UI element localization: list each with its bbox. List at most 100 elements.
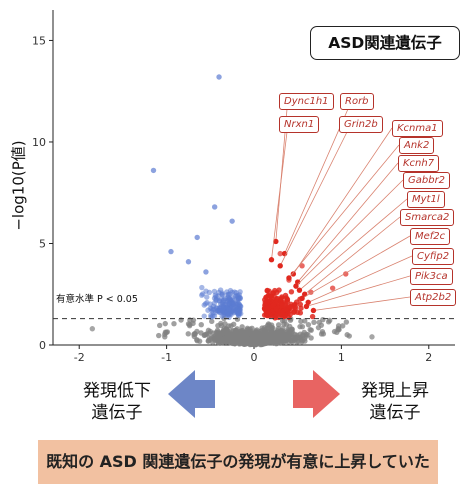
data-point (194, 234, 200, 241)
data-point (277, 250, 283, 257)
data-point (289, 326, 295, 332)
gene-point (286, 275, 292, 281)
up-label-line2: 遺伝子 (369, 403, 421, 423)
gene-label-ank2: Ank2 (399, 137, 435, 154)
data-point (211, 204, 218, 210)
data-point (191, 333, 198, 340)
data-point (215, 322, 221, 329)
y-tick-label: 5 (39, 237, 46, 250)
data-point (185, 259, 192, 265)
data-point (207, 328, 214, 335)
data-point (274, 289, 280, 295)
data-point (150, 167, 157, 174)
data-point (320, 331, 327, 337)
gene-connector (288, 144, 400, 279)
x-tick-label: -2 (74, 351, 85, 364)
gene-connector (299, 198, 408, 291)
gene-label-pik3ca: Pik3ca (410, 268, 453, 285)
data-point (283, 322, 290, 328)
data-point (203, 269, 209, 275)
data-point (255, 333, 261, 340)
data-point (325, 319, 332, 325)
right-arrow-icon (293, 370, 340, 418)
data-point (287, 330, 293, 337)
data-point (249, 334, 256, 340)
data-point (278, 329, 285, 336)
data-point (292, 331, 298, 338)
gene-point (296, 287, 303, 293)
data-point (291, 309, 297, 316)
y-tick-label: 10 (32, 136, 46, 149)
data-point (198, 322, 204, 328)
data-point (329, 285, 336, 291)
gene-point (293, 283, 299, 289)
data-point (231, 331, 237, 337)
data-point (227, 337, 234, 344)
x-tick-label: 2 (425, 351, 432, 364)
gene-label-rorb: Rorb (340, 93, 374, 110)
gene-point (299, 295, 305, 302)
up-regulated-label: 発現上昇 遺伝子 (350, 380, 440, 424)
gene-label-dync1h1: Dync1h1 (279, 93, 334, 110)
data-point (339, 323, 346, 329)
data-point (308, 327, 314, 333)
data-point (287, 303, 294, 310)
data-point (243, 337, 249, 343)
conclusion-banner: 既知の ASD 関連遺伝子の発現が有意に上昇していた (38, 440, 438, 484)
gene-connector (308, 255, 413, 303)
data-point (222, 295, 228, 302)
data-point (289, 337, 295, 344)
data-point (209, 318, 215, 325)
data-point (334, 329, 340, 336)
gene-connector (297, 162, 399, 283)
data-point (162, 334, 168, 340)
x-tick-label: -1 (161, 351, 172, 364)
data-point (268, 294, 275, 301)
data-point (273, 306, 279, 312)
data-point (265, 298, 271, 304)
y-tick-label: 0 (39, 339, 46, 352)
data-point (194, 337, 200, 344)
data-point (267, 312, 273, 318)
data-point (296, 334, 302, 341)
data-point (292, 304, 299, 310)
gene-label-kcnh7: Kcnh7 (398, 155, 440, 172)
data-point (263, 294, 270, 300)
data-point (254, 339, 260, 346)
data-point (266, 322, 272, 328)
data-point (311, 319, 317, 326)
threshold-label: 有意水準 P < 0.05 (54, 291, 140, 305)
gene-connector (306, 275, 411, 307)
data-point (288, 289, 295, 295)
data-point (282, 292, 289, 299)
data-point (225, 312, 231, 319)
gene-connector (295, 179, 404, 287)
data-point (227, 287, 234, 294)
gene-connector (279, 131, 348, 266)
data-point (266, 288, 272, 294)
gene-label-cyfip2: Cyfip2 (412, 248, 455, 265)
data-point (222, 321, 228, 327)
gene-connector (313, 296, 411, 311)
data-point (203, 331, 210, 337)
gene-connector (292, 127, 393, 275)
gene-label-mef2c: Mef2c (410, 228, 451, 245)
data-point (274, 330, 280, 336)
gene-label-kcnma1: Kcnma1 (392, 120, 443, 137)
data-point (265, 331, 271, 338)
up-label-line1: 発現上昇 (361, 381, 429, 401)
data-point (242, 333, 249, 339)
data-point (302, 318, 308, 324)
data-point (89, 326, 96, 332)
data-point (217, 287, 224, 293)
gene-label-gabbr2: Gabbr2 (403, 172, 451, 189)
gene-connector (284, 108, 349, 254)
gene-point (305, 299, 311, 306)
data-point (279, 301, 285, 307)
data-point (280, 339, 287, 345)
data-point (171, 321, 177, 327)
data-point (249, 340, 255, 347)
data-point (264, 305, 271, 312)
gene-label-grin2b: Grin2b (339, 116, 383, 133)
